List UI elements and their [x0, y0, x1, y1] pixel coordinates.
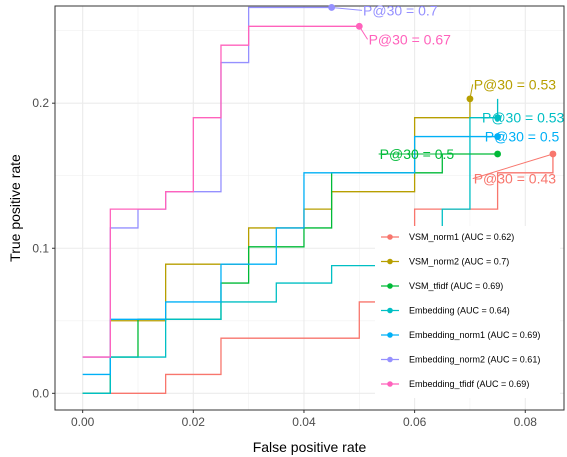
legend-label-7: Embedding_tfidf (AUC = 0.69) [409, 379, 529, 389]
legend-label-3: VSM_tfidf (AUC = 0.69) [409, 281, 503, 291]
legend-label-6: Embedding_norm2 (AUC = 0.61) [409, 355, 540, 365]
legend-box [375, 226, 560, 398]
legend-key-dot-2 [387, 258, 393, 265]
annotation-label-2: P@30 = 0.53 [474, 76, 557, 92]
annotation-label-7: P@30 = 0.67 [369, 31, 452, 47]
panel-border [54, 5, 565, 411]
legend-key-dot-6 [387, 356, 393, 363]
legend-label-5: Embedding_norm1 (AUC = 0.69) [409, 330, 540, 340]
annotation-label-6: P@30 = 0.7 [363, 2, 438, 18]
annotation-connector-7 [358, 26, 369, 40]
legend-key-dot-1 [387, 234, 393, 240]
legend-key-dot-3 [387, 283, 393, 289]
axes: 0.00 0.02 0.04 0.06 0.08 0.0 0.1 0.2 [32, 96, 537, 429]
legend-label-4: Embedding (AUC = 0.64) [409, 306, 510, 316]
legend-label-2: VSM_norm2 (AUC = 0.7) [409, 257, 509, 267]
y-tick-label: 0.2 [32, 96, 49, 110]
series-line-1 [82, 153, 554, 394]
x-tick-label: 0.04 [292, 415, 316, 429]
annotation-connector-1 [472, 153, 554, 180]
series-line-5 [82, 135, 498, 376]
annotation-label-4: P@30 = 0.53 [482, 110, 565, 126]
y-tick-label: 0.1 [32, 241, 49, 255]
x-tick-label: 0.02 [182, 415, 206, 429]
x-tick-label: 0.00 [71, 415, 95, 429]
annotation-connector-2 [469, 84, 474, 99]
annotation-label-5: P@30 = 0.5 [485, 129, 560, 145]
y-axis-title: True positive rate [7, 154, 23, 262]
x-tick-label: 0.06 [403, 415, 427, 429]
annotation-connector-6 [331, 6, 363, 11]
legend-key-dot-4 [387, 307, 393, 314]
annotations: P@30 = 0.43 P@30 = 0.53 P@30 = 0.5 P@30 = 0… [331, 2, 565, 187]
x-tick-label: 0.08 [514, 415, 538, 429]
series-line-4 [82, 98, 499, 394]
y-tick-label: 0.0 [32, 386, 49, 400]
annotation-label-3: P@30 = 0.5 [380, 146, 455, 162]
legend-key-dot-7 [387, 381, 393, 387]
series-line-7 [82, 25, 360, 358]
legend-key-dot-5 [387, 332, 393, 338]
legend-label-1: VSM_norm1 (AUC = 0.62) [409, 232, 514, 242]
annotation-label-1: P@30 = 0.43 [474, 171, 557, 187]
legend: VSM_norm1 (AUC = 0.62) VSM_norm2 (AUC = 0… [375, 226, 560, 398]
series-line-6 [82, 6, 332, 358]
x-axis-title: False positive rate [253, 439, 367, 455]
series-lines [82, 6, 554, 394]
